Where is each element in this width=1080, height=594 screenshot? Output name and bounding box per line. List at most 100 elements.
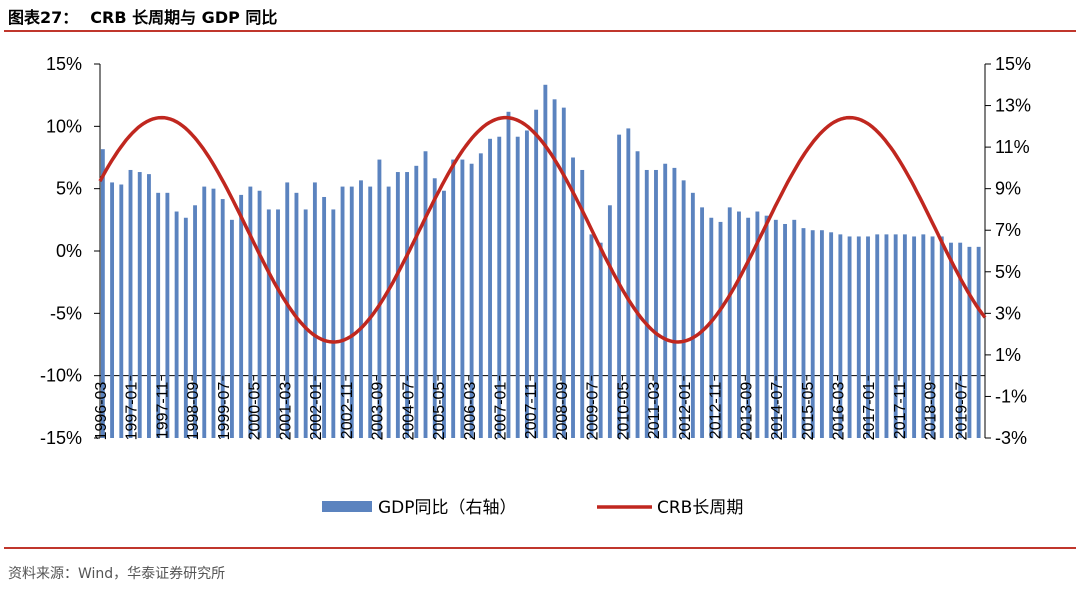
legend-bar-swatch: [322, 501, 372, 512]
gdp-bar: [386, 186, 391, 438]
gdp-bar: [626, 128, 631, 438]
x-tick-label: 1999-07: [216, 382, 233, 441]
gdp-bar: [949, 242, 953, 438]
x-tick-label: 1997-11: [154, 382, 171, 440]
x-tick-label: 2008-09: [554, 382, 571, 441]
gdp-bar: [239, 194, 244, 438]
gdp-bar: [432, 178, 437, 438]
gdp-bar: [303, 209, 308, 438]
legend: GDP同比（右轴） CRB长周期: [322, 498, 743, 518]
left-tick-label: -15%: [40, 428, 82, 448]
gdp-bar: [423, 151, 428, 438]
gdp-bar: [912, 236, 917, 438]
gdp-bar: [967, 246, 972, 438]
chart: 15%10%5%0%-5%-10%-15% 15%13%11%9%7%5%3%1…: [40, 54, 1031, 518]
right-tick-label: -3%: [995, 428, 1027, 448]
gdp-bar: [958, 242, 963, 438]
bottom-rule: [4, 547, 1076, 549]
gdp-bar: [469, 163, 474, 438]
x-tick-label: 2000-05: [247, 382, 264, 441]
gdp-bar: [746, 217, 751, 438]
gdp-bar: [921, 234, 926, 438]
gdp-bar: [829, 232, 834, 438]
gdp-bar: [340, 186, 345, 438]
gdp-bar: [442, 190, 446, 438]
gdp-bar: [257, 190, 262, 438]
right-tick-label: 1%: [995, 345, 1021, 365]
gdp-bar: [773, 219, 778, 438]
gdp-bar: [183, 217, 188, 438]
gdp-bar: [497, 136, 502, 438]
left-tick-label: -5%: [50, 303, 82, 323]
x-tick-label: 2006-03: [462, 382, 479, 441]
right-axis-ticks: 15% 13% 11% 9% 7% 5% 3% 1% -1% -3%: [985, 54, 1031, 448]
gdp-bar: [561, 107, 566, 438]
gdp-bar: [349, 186, 354, 438]
gdp-bar: [654, 169, 658, 438]
gdp-bar: [819, 230, 824, 438]
gdp-bar: [405, 172, 410, 439]
x-tick-label: 2012-01: [677, 382, 694, 441]
gdp-bar: [506, 111, 511, 439]
gdp-bar: [663, 163, 668, 438]
gdp-bar: [312, 182, 317, 438]
gdp-bar: [902, 234, 907, 438]
gdp-bar: [534, 109, 539, 438]
gdp-bar: [128, 169, 133, 438]
figure-title: 图表27： CRB 长周期与 GDP 同比: [8, 4, 277, 28]
gdp-bar: [110, 182, 115, 438]
gdp-bar: [229, 219, 234, 438]
gdp-bar: [276, 209, 280, 438]
gdp-bar: [607, 205, 612, 438]
x-tick-label: 2014-07: [769, 382, 786, 441]
right-tick-label: 7%: [995, 220, 1021, 240]
gdp-bar: [524, 130, 529, 438]
gdp-bar: [709, 217, 714, 438]
gdp-bar: [939, 236, 944, 438]
gdp-bar: [718, 221, 723, 438]
right-tick-label: 13%: [995, 96, 1031, 116]
right-tick-label: 15%: [995, 54, 1031, 74]
x-tick-label: 2002-11: [339, 382, 356, 440]
x-tick-label: 2009-07: [585, 382, 602, 441]
gdp-bar: [755, 211, 760, 438]
source-note: 资料来源：Wind，华泰证券研究所: [8, 566, 226, 582]
right-tick-label: 11%: [995, 137, 1030, 157]
x-tick-label: 2016-03: [831, 382, 848, 441]
gdp-bar: [893, 234, 898, 438]
right-tick-label: 3%: [995, 303, 1021, 323]
x-tick-label: 2013-09: [738, 382, 755, 441]
x-tick-label: 2001-03: [277, 382, 294, 441]
gdp-bar: [681, 180, 686, 438]
gdp-bar: [331, 209, 336, 438]
gdp-bar: [322, 196, 327, 438]
gdp-bar: [700, 207, 705, 438]
gdp-bar: [810, 230, 815, 438]
left-tick-label: -10%: [40, 366, 82, 386]
gdp-bar: [359, 180, 363, 438]
gdp-bar: [248, 186, 253, 438]
left-tick-label: 15%: [46, 54, 82, 74]
gdp-bar: [875, 234, 880, 438]
x-tick-label: 2017-01: [861, 382, 878, 441]
legend-crb-label: CRB长周期: [657, 498, 743, 518]
gdp-bar: [414, 165, 419, 439]
gdp-bar: [552, 99, 557, 439]
gdp-bar: [866, 236, 870, 438]
x-tick-label: 2017-11: [892, 382, 909, 440]
x-axis-ticks: 1996-03 1997-01 1997-11 1998-09 1999-07 2000-…: [93, 375, 970, 441]
gdp-bar: [147, 174, 151, 438]
left-tick-label: 5%: [56, 179, 82, 199]
x-tick-label: 2007-01: [492, 382, 509, 441]
right-tick-label: 9%: [995, 179, 1021, 199]
gdp-bar: [100, 149, 105, 438]
gdp-bar: [589, 234, 594, 438]
gdp-bar: [211, 188, 216, 438]
left-tick-label: 0%: [56, 241, 82, 261]
gdp-bar: [635, 151, 640, 438]
gdp-bar: [783, 223, 787, 438]
crb-line-group: [98, 115, 987, 344]
gdp-bar: [644, 169, 649, 438]
gdp-bar: [174, 211, 179, 438]
gdp-bar: [377, 159, 382, 439]
